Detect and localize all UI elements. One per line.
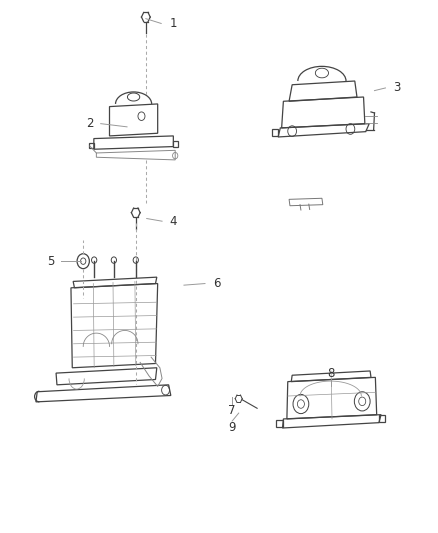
Text: 2: 2 <box>86 117 94 130</box>
Text: 4: 4 <box>169 215 177 228</box>
Text: 8: 8 <box>327 367 334 379</box>
Text: 9: 9 <box>228 421 236 434</box>
Text: 6: 6 <box>213 277 221 290</box>
Text: 5: 5 <box>47 255 54 268</box>
Text: 3: 3 <box>393 82 400 94</box>
Text: 7: 7 <box>228 404 236 417</box>
Text: 1: 1 <box>169 17 177 30</box>
